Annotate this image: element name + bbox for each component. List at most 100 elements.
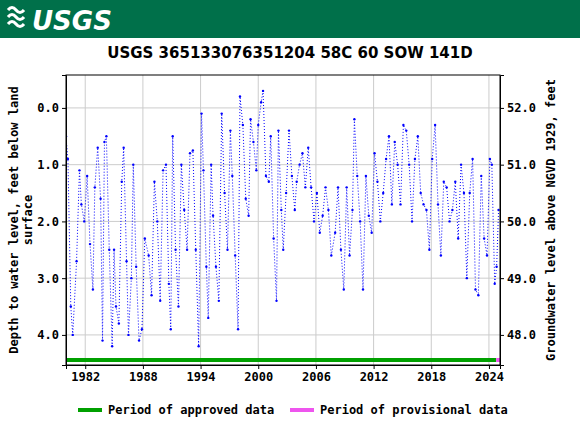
data-point bbox=[171, 135, 173, 137]
data-point bbox=[121, 180, 123, 182]
legend: Period of approved dataPeriod of provisi… bbox=[78, 403, 508, 417]
period-bar bbox=[66, 358, 496, 362]
data-point bbox=[419, 192, 421, 194]
data-point bbox=[431, 158, 433, 160]
grid bbox=[66, 75, 500, 365]
tick-mark bbox=[62, 221, 66, 222]
data-point bbox=[268, 180, 270, 182]
data-point bbox=[103, 141, 105, 143]
data-point bbox=[210, 163, 212, 165]
tick: 1.0 bbox=[37, 158, 66, 172]
data-point bbox=[285, 192, 287, 194]
y2-axis: 48.049.050.051.052.0 bbox=[500, 76, 536, 366]
tick-mark bbox=[62, 278, 66, 279]
data-point bbox=[144, 237, 146, 239]
data-point bbox=[307, 146, 309, 148]
data-point bbox=[78, 169, 80, 171]
chart-svg: USGSUSGS 365133076351204 58C 60 SOW 141D… bbox=[0, 0, 580, 430]
tick-mark bbox=[489, 365, 490, 369]
data-point bbox=[319, 232, 321, 234]
data-point bbox=[348, 254, 350, 256]
data-point bbox=[385, 158, 387, 160]
data-point bbox=[422, 203, 424, 205]
data-point bbox=[229, 129, 231, 131]
data-point bbox=[402, 124, 404, 126]
data-point bbox=[379, 220, 381, 222]
logo-text: USGS bbox=[32, 6, 112, 36]
data-point bbox=[231, 175, 233, 177]
data-point bbox=[221, 112, 223, 114]
data-point bbox=[247, 215, 249, 217]
data-point bbox=[417, 135, 419, 137]
data-point bbox=[234, 254, 236, 256]
tick: 1994 bbox=[187, 365, 216, 384]
data-point bbox=[147, 254, 149, 256]
data-point bbox=[111, 345, 113, 347]
axis-line bbox=[501, 76, 505, 366]
grid-line-x bbox=[258, 75, 259, 365]
tick: 1982 bbox=[71, 365, 100, 384]
grid-line-x bbox=[488, 75, 489, 365]
data-point bbox=[257, 124, 259, 126]
grid-line-y bbox=[66, 164, 500, 165]
data-point bbox=[368, 215, 370, 217]
data-point bbox=[141, 328, 143, 330]
tick: 4.0 bbox=[37, 328, 66, 342]
data-point bbox=[356, 175, 358, 177]
data-point bbox=[170, 328, 172, 330]
logo-icon bbox=[8, 8, 24, 27]
header-band bbox=[0, 0, 580, 38]
tick-label: 49.0 bbox=[507, 272, 536, 286]
tick-mark bbox=[500, 108, 504, 109]
axis-line bbox=[67, 366, 501, 370]
data-point bbox=[249, 118, 251, 120]
data-point bbox=[92, 288, 94, 290]
data-point bbox=[245, 198, 247, 200]
data-point bbox=[489, 158, 491, 160]
series-line bbox=[66, 91, 499, 346]
data-point bbox=[310, 186, 312, 188]
legend-label: Period of approved data bbox=[108, 403, 274, 417]
period-bar bbox=[496, 358, 500, 362]
data-point bbox=[391, 203, 393, 205]
grid-line-x bbox=[200, 75, 201, 365]
data-point bbox=[105, 135, 107, 137]
data-point bbox=[150, 294, 152, 296]
data-point bbox=[186, 249, 188, 251]
tick-label: 1994 bbox=[187, 370, 216, 384]
data-point bbox=[373, 152, 375, 154]
data-point bbox=[132, 163, 134, 165]
data-point bbox=[277, 129, 279, 131]
tick: 2.0 bbox=[37, 215, 66, 229]
data-point bbox=[127, 334, 129, 336]
data-point bbox=[67, 158, 69, 160]
data-point bbox=[483, 237, 485, 239]
data-point bbox=[351, 209, 353, 211]
tick-label: 1982 bbox=[71, 370, 100, 384]
tick: 2006 bbox=[302, 365, 331, 384]
tick: 50.0 bbox=[500, 215, 536, 229]
data-point bbox=[223, 192, 225, 194]
data-point bbox=[327, 209, 329, 211]
data-point bbox=[113, 249, 115, 251]
data-point bbox=[130, 277, 132, 279]
data-point bbox=[316, 192, 318, 194]
y-axis-title-line: surface bbox=[21, 195, 35, 246]
tick-label: 2012 bbox=[360, 370, 389, 384]
data-point bbox=[272, 237, 274, 239]
data-point bbox=[497, 209, 499, 211]
data-point bbox=[460, 163, 462, 165]
data-point bbox=[376, 180, 378, 182]
grid-line-x bbox=[373, 75, 374, 365]
data-point bbox=[262, 90, 264, 92]
data-point bbox=[174, 249, 176, 251]
data-point bbox=[168, 283, 170, 285]
data-point bbox=[118, 322, 120, 324]
data-point bbox=[408, 163, 410, 165]
data-point bbox=[75, 260, 77, 262]
data-point bbox=[237, 328, 239, 330]
data-point bbox=[83, 220, 85, 222]
tick-mark bbox=[500, 165, 504, 166]
data-point bbox=[195, 249, 197, 251]
data-point bbox=[159, 300, 161, 302]
